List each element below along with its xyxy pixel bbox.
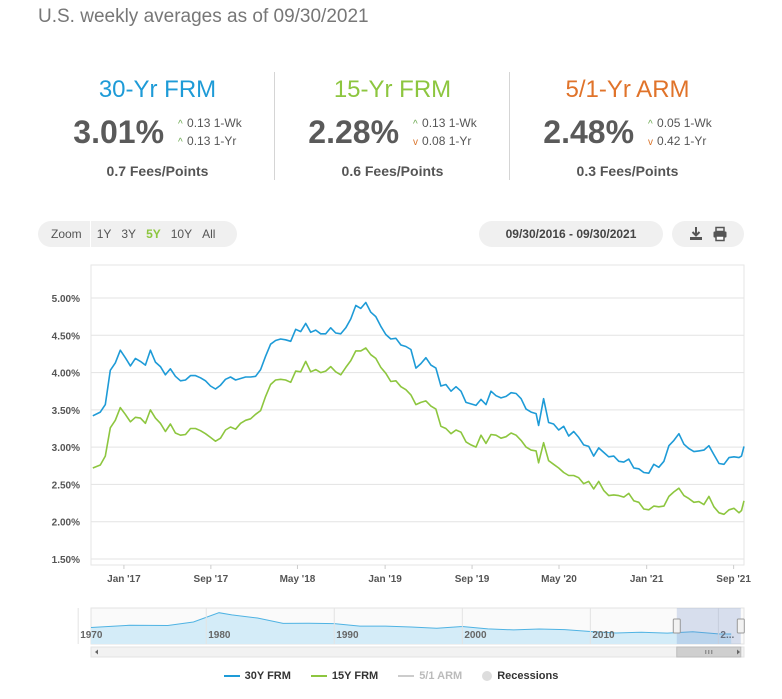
navigator-year-label: 1970 <box>80 630 103 641</box>
x-tick-label: Sep '21 <box>716 574 751 585</box>
y-tick-label: 3.00% <box>52 443 80 454</box>
navigator-area-fill <box>91 612 732 644</box>
legend-label: 15Y FRM <box>331 670 379 682</box>
fees-points: 0.6 Fees/Points <box>341 163 444 179</box>
navigator-year-label: 2010 <box>592 630 615 641</box>
print-icon[interactable] <box>712 226 728 242</box>
yearly-change: 0.13 1-Yr <box>187 133 237 148</box>
weekly-change: 0.13 1-Wk <box>187 115 242 130</box>
navigator-year-label: 2000 <box>464 630 487 641</box>
y-tick-label: 5.00% <box>52 294 80 305</box>
rate-chart: 5.00% 4.50% 4.00% 3.50% 3.00% 2.50% 2.00% 1.50%… <box>52 264 751 658</box>
divider <box>274 72 275 180</box>
legend-swatch <box>482 671 493 681</box>
zoom-label: Zoom <box>38 221 91 247</box>
series-line-15y-frm <box>92 347 745 516</box>
zoom-10y-button[interactable]: 10Y <box>170 227 193 241</box>
rate-card-title: 5/1-Yr ARM <box>565 76 690 103</box>
arrow-up-icon: ^ <box>648 118 653 130</box>
x-tick-label: May '18 <box>280 574 316 585</box>
chart-legend: 30Y FRM 15Y FRM 5/1 ARM Recessions <box>0 670 782 682</box>
legend-item-recessions[interactable]: Recessions <box>482 670 558 682</box>
y-tick-label: 4.50% <box>52 331 80 342</box>
rate-card-title: 15-Yr FRM <box>333 76 452 103</box>
x-tick-label: Sep '19 <box>455 574 490 585</box>
legend-label: 5/1 ARM <box>419 670 463 682</box>
y-tick-label: 2.00% <box>52 518 80 529</box>
arrow-down-icon: v <box>648 136 654 148</box>
date-range-display[interactable]: 09/30/2016 - 09/30/2021 <box>479 221 663 247</box>
zoom-1y-button[interactable]: 1Y <box>96 227 112 241</box>
page-subtitle: U.S. weekly averages as of 09/30/2021 <box>38 6 369 27</box>
legend-item-30y[interactable]: 30Y FRM <box>223 670 291 682</box>
legend-item-arm[interactable]: 5/1 ARM <box>398 670 462 682</box>
rate-value: 2.48% <box>543 114 635 150</box>
rate-card-arm: 5/1-Yr ARM 2.48% ^ 0.05 1-Wk v 0.42 1-Yr 0… <box>510 72 745 182</box>
navigator-year-label: 1980 <box>208 630 231 641</box>
legend-item-15y[interactable]: 15Y FRM <box>310 670 379 682</box>
y-tick-label: 1.50% <box>52 555 80 566</box>
fees-points: 0.3 Fees/Points <box>576 163 679 179</box>
rate-value: 3.01% <box>73 114 165 150</box>
y-tick-label: 2.50% <box>52 480 80 491</box>
legend-swatch <box>398 675 415 677</box>
scroll-left-icon <box>95 649 98 655</box>
series-line-30y-frm <box>92 301 745 474</box>
export-toolbar <box>672 221 744 247</box>
navigator-selection <box>676 608 741 644</box>
rate-card-15yr: 15-Yr FRM 2.28% ^ 0.13 1-Wk v 0.08 1-Yr 0.… <box>275 72 510 182</box>
divider <box>509 72 510 180</box>
plot-area <box>90 264 745 566</box>
navigator-handle <box>672 618 681 634</box>
zoom-5y-button[interactable]: 5Y <box>146 227 161 241</box>
navigator-handle <box>736 618 745 634</box>
y-tick-label: 4.00% <box>52 369 80 380</box>
navigator-year-label: 1990 <box>336 630 359 641</box>
legend-swatch <box>223 675 240 677</box>
arrow-up-icon: ^ <box>178 118 183 130</box>
legend-label: 30Y FRM <box>244 670 291 682</box>
arrow-up-icon: ^ <box>413 118 418 130</box>
zoom-selector: Zoom 1Y 3Y 5Y 10Y All <box>38 221 237 247</box>
legend-label: Recessions <box>497 670 559 682</box>
scroll-right-icon <box>737 649 740 655</box>
navigator-year-label: 2... <box>720 630 734 641</box>
x-tick-label: Jan '19 <box>368 574 402 585</box>
download-icon[interactable] <box>688 226 704 242</box>
rate-card-title: 30-Yr FRM <box>98 76 217 103</box>
legend-swatch <box>310 675 327 677</box>
arrow-up-icon: ^ <box>178 136 183 148</box>
arrow-down-icon: v <box>413 136 419 148</box>
rate-value: 2.28% <box>308 114 400 150</box>
rate-card-30yr: 30-Yr FRM 3.01% ^ 0.13 1-Wk ^ 0.13 1-Yr 0.… <box>40 72 275 182</box>
zoom-all-button[interactable]: All <box>202 227 216 241</box>
x-tick-label: Jan '17 <box>107 574 141 585</box>
yearly-change: 0.08 1-Yr <box>422 133 472 148</box>
navigator-scrollbar-track <box>90 646 745 658</box>
navigator-line <box>90 612 732 635</box>
x-tick-label: Jan '21 <box>630 574 664 585</box>
yearly-change: 0.42 1-Yr <box>657 133 707 148</box>
zoom-3y-button[interactable]: 3Y <box>121 227 137 241</box>
weekly-change: 0.13 1-Wk <box>422 115 477 130</box>
y-tick-label: 3.50% <box>52 406 80 417</box>
fees-points: 0.7 Fees/Points <box>106 163 209 179</box>
weekly-change: 0.05 1-Wk <box>657 115 712 130</box>
x-tick-label: May '20 <box>541 574 577 585</box>
x-tick-label: Sep '17 <box>194 574 229 585</box>
